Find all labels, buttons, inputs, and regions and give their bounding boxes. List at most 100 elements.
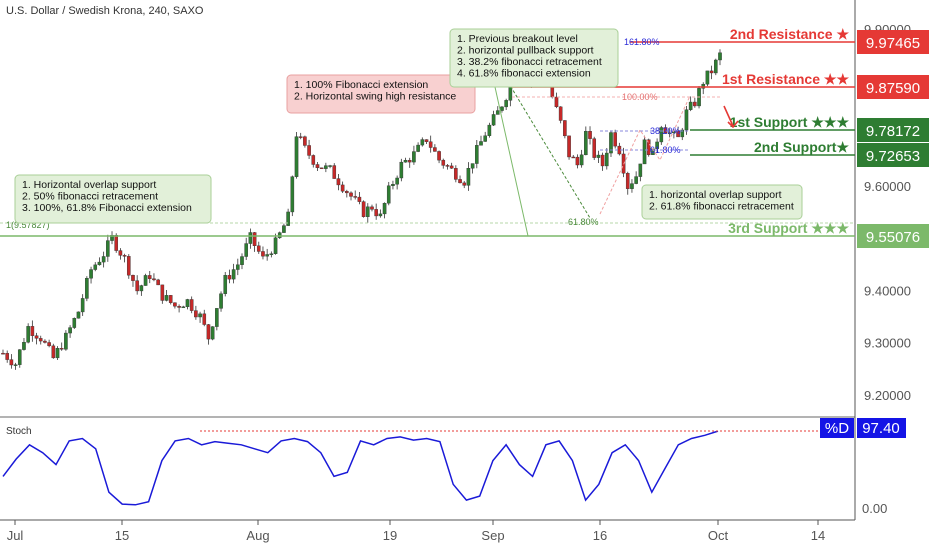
candle-body xyxy=(663,127,668,134)
candle xyxy=(433,144,437,152)
level-label-r1: 1st Resistance ★★ xyxy=(722,71,849,87)
candle xyxy=(34,332,39,345)
candle xyxy=(604,148,609,170)
candle-body xyxy=(487,124,492,136)
note-resistance-line: 1. 100% Fibonacci extension xyxy=(294,79,428,91)
candle-body xyxy=(604,152,609,167)
candle-body xyxy=(466,168,471,186)
candle-body xyxy=(269,253,274,255)
candle-body xyxy=(126,256,131,276)
candle xyxy=(294,132,299,179)
candle-body xyxy=(210,326,215,340)
candle xyxy=(642,135,647,165)
candle-body xyxy=(705,70,710,85)
candle-body xyxy=(554,96,559,108)
candle xyxy=(575,154,580,169)
candle-body xyxy=(454,168,458,180)
candle xyxy=(454,165,458,183)
candle xyxy=(382,202,387,219)
candle xyxy=(336,174,341,191)
candle-body xyxy=(68,327,72,334)
candle-body xyxy=(412,151,416,163)
x-tick-label: Jul xyxy=(7,528,24,543)
candle-body xyxy=(701,83,706,89)
note-left-support-box xyxy=(14,174,212,224)
candle-body xyxy=(395,177,399,185)
candle-body xyxy=(303,136,307,146)
candle xyxy=(420,137,425,147)
candle xyxy=(26,323,30,344)
candle xyxy=(22,338,26,351)
candle xyxy=(558,106,563,124)
stoch-tag-label: %D xyxy=(825,420,849,437)
candle xyxy=(311,154,316,168)
y-tick-label: 9.60000 xyxy=(864,179,911,194)
candle xyxy=(667,128,672,138)
candle-body xyxy=(462,182,467,186)
candle xyxy=(152,273,156,282)
candle-body xyxy=(336,178,341,186)
candle-body xyxy=(256,245,261,252)
candle xyxy=(101,251,106,268)
candle xyxy=(97,257,102,266)
fib-label-f1: 1(9.57827) xyxy=(6,220,50,230)
candle xyxy=(181,305,186,309)
candle-body xyxy=(273,237,278,254)
stoch-label: Stoch xyxy=(6,426,32,437)
candle xyxy=(500,106,504,113)
fib-label-f618_lower: 61.80% xyxy=(568,217,599,227)
candle xyxy=(206,324,211,345)
candle-body xyxy=(676,130,680,138)
candle xyxy=(567,135,571,160)
candle xyxy=(646,138,651,157)
candle-body xyxy=(80,298,85,313)
candle-body xyxy=(437,151,441,161)
candle xyxy=(5,350,9,363)
candle-body xyxy=(571,156,576,159)
candle xyxy=(269,251,274,258)
candle xyxy=(630,179,634,193)
fib-label-f382: 38.20% xyxy=(650,126,681,136)
candle-body xyxy=(718,52,722,61)
candle-body xyxy=(206,324,211,340)
candle-body xyxy=(34,335,39,339)
candle-body xyxy=(30,326,35,336)
candle-body xyxy=(173,302,177,307)
stoch-pane[interactable] xyxy=(2,430,855,506)
note-breakout-line: 3. 38.2% fibonacci retracement xyxy=(457,56,602,68)
candle xyxy=(328,164,332,169)
candle xyxy=(437,150,441,164)
candle-body xyxy=(399,161,404,179)
candle xyxy=(315,161,320,172)
candle-body xyxy=(122,255,127,257)
candle xyxy=(718,49,722,66)
candle-body xyxy=(630,183,634,189)
candle xyxy=(659,125,664,145)
candle-body xyxy=(407,159,412,163)
candle-body xyxy=(470,163,475,169)
candle-body xyxy=(391,184,395,186)
price-tag-text-s2: 9.72653 xyxy=(866,148,920,165)
candle xyxy=(596,150,601,164)
candle-body xyxy=(17,349,22,365)
candle xyxy=(131,274,135,287)
candle-body xyxy=(445,165,450,167)
candle-body xyxy=(286,211,290,226)
candle-body xyxy=(374,209,378,217)
candle xyxy=(571,154,576,159)
candle xyxy=(298,132,303,140)
candle xyxy=(416,142,420,153)
candle-body xyxy=(38,338,43,342)
price-tag-s2 xyxy=(857,143,929,167)
candle xyxy=(680,127,685,141)
candle xyxy=(68,325,72,338)
note-breakout-line: 2. horizontal pullback support xyxy=(457,45,594,57)
candle xyxy=(395,175,399,190)
x-axis[interactable]: Jul 15 Aug 19 Sep 16 Oct 14 xyxy=(7,520,826,543)
note-breakout-box xyxy=(449,28,619,88)
candle xyxy=(143,273,148,286)
candle-body xyxy=(475,145,479,164)
